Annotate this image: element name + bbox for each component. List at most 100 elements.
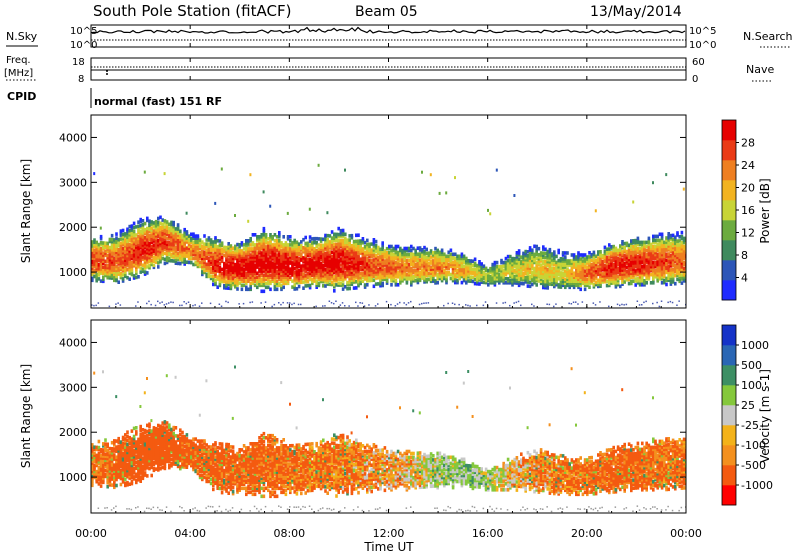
echo-cell [271, 273, 274, 277]
echo-cell [302, 260, 305, 264]
echo-cell-clutter [227, 301, 229, 304]
echo-cell [462, 274, 466, 279]
echo-cell [216, 265, 219, 269]
echo-cell-clutter [286, 302, 289, 304]
echo-cell [539, 273, 543, 277]
echo-cell [363, 275, 367, 279]
echo-cell [311, 237, 314, 241]
echo-cell [513, 279, 516, 283]
echo-cell [300, 280, 303, 285]
echo-cell [161, 230, 164, 234]
echo-cell [405, 264, 409, 269]
echo-cell [680, 259, 684, 263]
echo-cell [128, 271, 131, 275]
echo-cell [267, 257, 270, 261]
echo-cell [304, 245, 307, 250]
echo-cell [223, 253, 226, 258]
echo-cell [104, 265, 107, 270]
echo-cell [465, 256, 468, 261]
echo-cell [341, 230, 345, 235]
echo-cell [458, 262, 461, 267]
echo-cell [504, 281, 508, 285]
echo-cell-clutter [594, 304, 597, 306]
echo-cell [106, 267, 109, 272]
echo-cell [253, 277, 257, 281]
echo-cell [284, 281, 288, 286]
echo-cell [592, 256, 596, 261]
echo-cell [212, 252, 215, 256]
echo-cell [328, 270, 332, 274]
echo-cell [260, 253, 263, 257]
echo-cell [115, 240, 118, 244]
echo-cell-clutter [645, 300, 647, 303]
echo-cell [678, 249, 681, 253]
echo-cell [201, 240, 204, 244]
echo-cell [476, 277, 479, 282]
echo-cell [445, 256, 448, 261]
echo-cell [165, 240, 169, 244]
echo-cell [652, 277, 655, 281]
echo-cell [196, 250, 200, 255]
echo-cell [414, 262, 417, 267]
echo-cell [172, 220, 175, 225]
echo-cell [273, 255, 277, 259]
echo-cell [148, 219, 151, 223]
echo-cell [260, 273, 263, 277]
echo-cell [269, 275, 272, 279]
echo-cell [104, 251, 107, 256]
echo-cell [159, 225, 162, 230]
echo-cell [216, 245, 219, 249]
echo-cell [150, 262, 153, 267]
echo-cell [370, 268, 373, 273]
echo-cell-clutter [636, 300, 639, 302]
echo-cell [674, 243, 677, 248]
echo-cell [130, 268, 134, 273]
echo-cell [291, 255, 294, 259]
echo-cell [634, 238, 637, 243]
echo-cell [632, 273, 635, 277]
echo-cell [608, 279, 611, 284]
echo-cell [372, 278, 376, 282]
echo-cell [339, 251, 343, 255]
echo-cell [407, 262, 411, 267]
echo-cell [649, 260, 653, 265]
echo-cell [647, 272, 651, 277]
echo-cell [447, 254, 450, 259]
echo-cell [286, 275, 290, 279]
echo-cell [293, 279, 296, 283]
echo-cell [91, 272, 94, 277]
echo-cell [412, 270, 415, 275]
echo-cell [509, 260, 512, 265]
echo-cell-sparse [682, 187, 685, 191]
echo-cell [610, 275, 613, 279]
echo-cell [104, 241, 107, 245]
echo-cell [350, 274, 354, 278]
echo-cell [302, 268, 305, 272]
echo-cell [346, 240, 349, 244]
echo-cell [621, 276, 624, 280]
echo-cell [110, 270, 114, 274]
echo-cell [348, 276, 351, 281]
echo-cell [163, 233, 167, 237]
echo-cell [337, 253, 340, 257]
echo-cell [680, 257, 684, 261]
echo-cell [322, 247, 325, 252]
echo-cell [150, 220, 153, 224]
echo-cell [260, 247, 263, 251]
echo-cell [581, 265, 585, 269]
echo-cell [425, 267, 428, 272]
echo-cell [247, 249, 250, 253]
freq-tick-high: 18 [72, 57, 85, 68]
echo-cell-clutter [377, 303, 379, 305]
echo-cell [643, 283, 646, 287]
echo-cell [148, 243, 151, 248]
echo-cell [614, 285, 618, 289]
echo-cell [97, 277, 101, 281]
echo-cell [322, 263, 325, 268]
echo-cell [273, 259, 277, 263]
echo-cell [669, 250, 673, 254]
echo-cell [557, 277, 560, 281]
echo-cell [586, 271, 589, 275]
echo-cell [315, 275, 318, 279]
echo-cell [132, 235, 136, 240]
